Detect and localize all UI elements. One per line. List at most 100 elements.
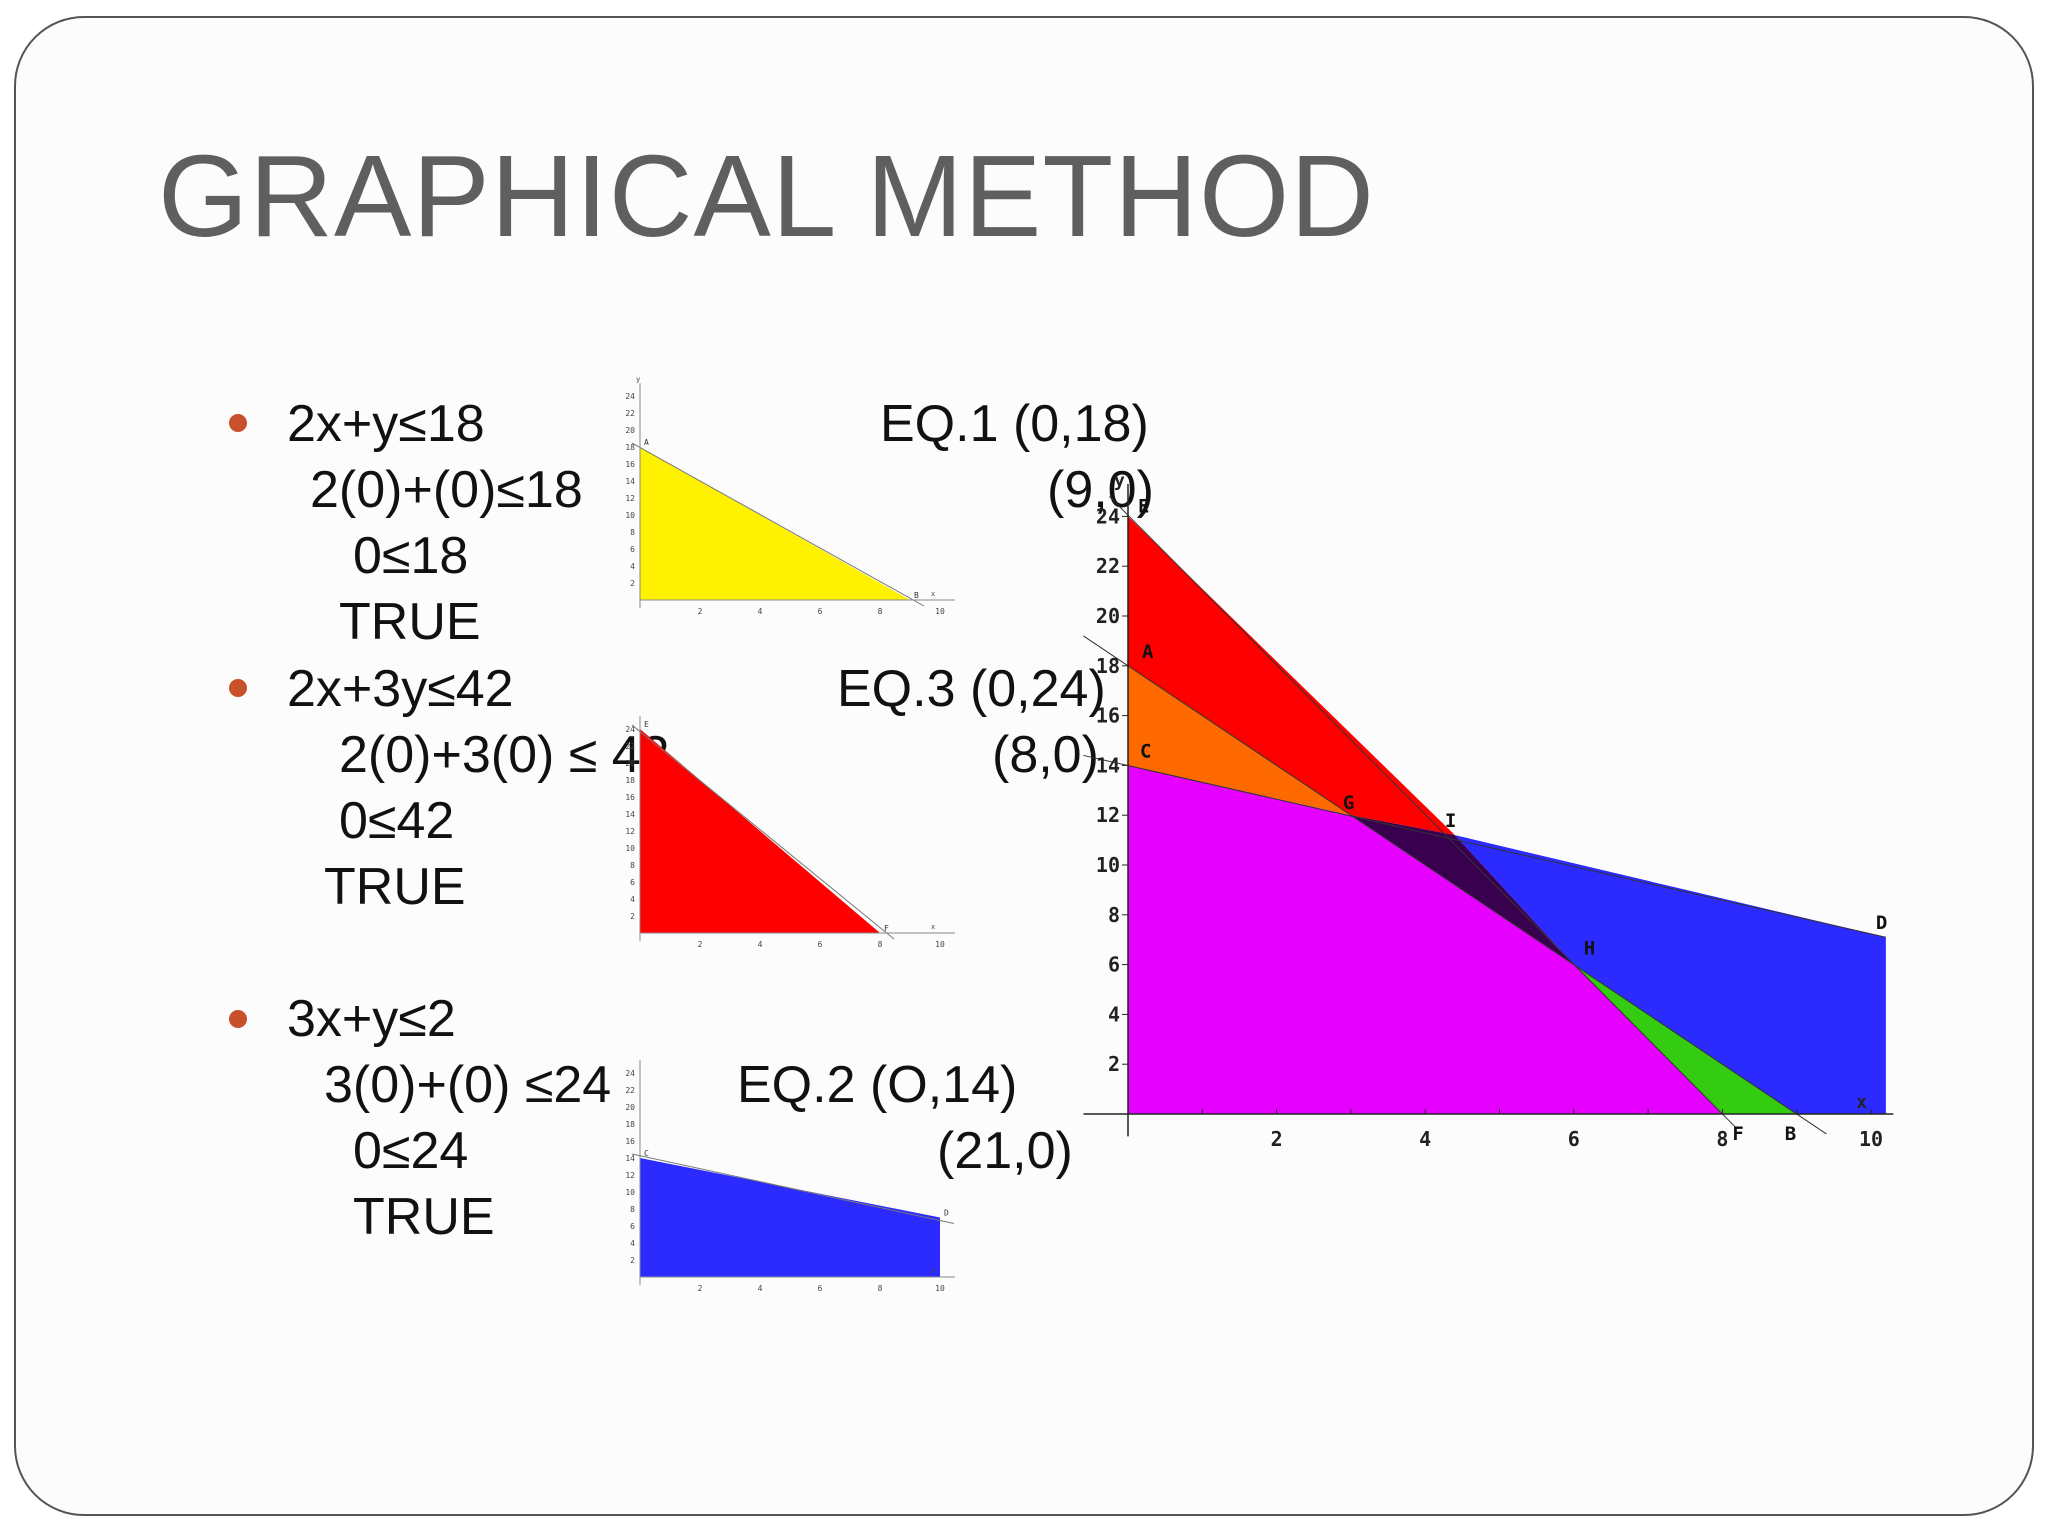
combined-x-tick: 6	[1568, 1127, 1580, 1151]
combined-point-G: G	[1343, 792, 1354, 814]
constraint-1-inequality: 2x+y≤18	[287, 395, 485, 453]
eq-chart-2-point-F: F	[884, 924, 889, 933]
eq-chart-1-x-label: x	[931, 590, 935, 598]
eq-chart-3-region	[640, 1158, 940, 1277]
eq-chart-3-x-tick: 6	[818, 1284, 823, 1293]
eq-chart-3-y-tick: 16	[625, 1137, 635, 1146]
combined-line-eq2	[1083, 754, 1886, 938]
eq-chart-1-y-label: y	[636, 375, 640, 383]
eq-chart-2-boundary-line	[631, 724, 895, 940]
eq-chart-2-y-tick: 14	[625, 810, 635, 819]
eq-chart-3-y-tick: 10	[625, 1188, 635, 1197]
eq-chart-3-boundary-line	[631, 1153, 955, 1224]
eq-chart-3-x-tick: 2	[698, 1284, 703, 1293]
eq-chart-3-y-tick: 2	[630, 1256, 635, 1265]
constraint-2-substitution: 2(0)+3(0) ≤ 42	[339, 726, 670, 784]
eq-chart-2-y-tick: 24	[625, 725, 635, 734]
combined-y-label: y	[1114, 471, 1125, 492]
combined-y-tick: 22	[1096, 554, 1120, 578]
combined-point-F: F	[1732, 1123, 1743, 1145]
combined-point-B: B	[1785, 1123, 1796, 1145]
combined-point-I: I	[1445, 810, 1456, 832]
combined-y-tick: 20	[1096, 604, 1120, 628]
eq-chart-3-point-D: D	[944, 1209, 949, 1218]
combined-line-eq3	[1109, 496, 1738, 1130]
constraint-2-verdict: TRUE	[324, 858, 466, 916]
combined-x-tick: 8	[1716, 1127, 1728, 1151]
eq-chart-1-point-B: B	[914, 591, 919, 600]
constraint-3-equation: EQ.2 (O,14)	[737, 1056, 1018, 1114]
constraint-3-substitution: 3(0)+(0) ≤24	[324, 1056, 612, 1114]
constraint-3-intercept: (21,0)	[937, 1122, 1073, 1180]
slide-frame	[14, 16, 2034, 1516]
eq-chart-2-y-tick: 22	[625, 742, 635, 751]
combined-region-magenta	[1128, 765, 1723, 1114]
combined-point-D: D	[1876, 912, 1887, 934]
combined-y-tick: 8	[1108, 903, 1120, 927]
eq-chart-3-x-tick: 10	[935, 1284, 945, 1293]
eq-chart-1-y-tick: 16	[625, 460, 635, 469]
eq-chart-1-y-tick: 24	[625, 392, 635, 401]
eq-chart-2-y-tick: 10	[625, 844, 635, 853]
eq-chart-3-y-tick: 22	[625, 1086, 635, 1095]
eq-chart-2-x-label: x	[931, 923, 935, 931]
eq-chart-2-x-tick: 4	[758, 940, 763, 949]
combined-point-E: E	[1138, 495, 1149, 517]
eq-chart-3-y-tick: 6	[630, 1222, 635, 1231]
eq-chart-2-point-E: E	[644, 720, 649, 729]
constraint-3-inequality: 3x+y≤2	[287, 990, 456, 1048]
eq-chart-1-y-tick: 18	[625, 443, 635, 452]
combined-point-C: C	[1140, 740, 1151, 762]
eq-chart-3-y-tick: 4	[630, 1239, 635, 1248]
combined-region-blue	[1454, 835, 1886, 1114]
combined-y-tick: 24	[1096, 504, 1120, 528]
constraint-2-inequality: 2x+3y≤42	[287, 660, 514, 718]
eq-chart-3-y-tick: 20	[625, 1103, 635, 1112]
eq-chart-1-x-tick: 8	[878, 607, 883, 616]
bullet-dot-2	[229, 679, 247, 697]
eq-chart-1-y-tick: 6	[630, 545, 635, 554]
constraint-2-equation: EQ.3 (0,24)	[837, 660, 1106, 718]
eq-chart-3-y-tick: 24	[625, 1069, 635, 1078]
bullet-dot-3	[229, 1010, 247, 1028]
eq-chart-1-y-tick: 4	[630, 562, 635, 571]
combined-y-tick: 14	[1096, 753, 1120, 777]
constraint-3-result: 0≤24	[353, 1122, 469, 1180]
combined-x-tick: 2	[1271, 1127, 1283, 1151]
combined-y-tick: 16	[1096, 704, 1120, 728]
eq-chart-3-y-tick: 12	[625, 1171, 635, 1180]
constraint-1-result: 0≤18	[353, 527, 469, 585]
combined-point-A: A	[1142, 641, 1154, 663]
combined-y-tick: 10	[1096, 853, 1120, 877]
eq-chart-1-y-tick: 2	[630, 579, 635, 588]
combined-y-tick: 12	[1096, 803, 1120, 827]
eq-chart-2-x-tick: 10	[935, 940, 945, 949]
eq-chart-1-y-tick: 12	[625, 494, 635, 503]
eq-chart-2-x-tick: 6	[818, 940, 823, 949]
eq-chart-3-x-label: x	[931, 1267, 935, 1275]
eq-chart-3-y-tick: 14	[625, 1154, 635, 1163]
constraint-2-intercept: (8,0)	[992, 726, 1099, 784]
combined-region-red	[1128, 516, 1455, 836]
constraint-1-substitution: 2(0)+(0)≤18	[310, 461, 583, 519]
combined-line-eq1	[1083, 635, 1827, 1135]
constraint-3-verdict: TRUE	[353, 1188, 495, 1246]
eq-chart-2-y-tick: 18	[625, 776, 635, 785]
eq-chart-3-y-tick: 18	[625, 1120, 635, 1129]
eq-chart-2-y-tick: 2	[630, 912, 635, 921]
eq-chart-3-x-tick: 4	[758, 1284, 763, 1293]
eq-chart-2-y-tick: 20	[625, 759, 635, 768]
eq-chart-1-y-tick: 10	[625, 511, 635, 520]
combined-y-tick: 2	[1108, 1052, 1120, 1076]
slide-title: GRAPHICAL METHOD	[158, 131, 1375, 261]
eq-chart-2-x-tick: 2	[698, 940, 703, 949]
constraint-1-verdict: TRUE	[339, 593, 481, 651]
eq-chart-2-y-tick: 12	[625, 827, 635, 836]
eq-chart-2-y-tick: 4	[630, 895, 635, 904]
eq-chart-3-point-C: C	[644, 1149, 649, 1158]
constraint-2-result: 0≤42	[339, 792, 455, 850]
eq-chart-1-boundary-line	[631, 442, 925, 607]
